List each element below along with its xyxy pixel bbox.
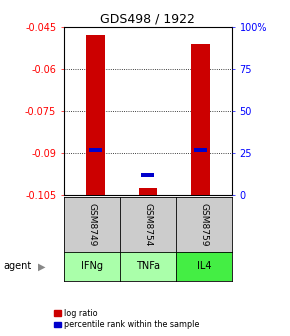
Bar	[194, 148, 207, 152]
Text: GSM8759: GSM8759	[200, 203, 209, 246]
Title: GDS498 / 1922: GDS498 / 1922	[100, 13, 195, 26]
Bar	[86, 35, 104, 195]
Text: IL4: IL4	[197, 261, 211, 271]
Legend: log ratio, percentile rank within the sample: log ratio, percentile rank within the sa…	[53, 308, 200, 330]
Bar	[191, 44, 210, 195]
Text: GSM8754: GSM8754	[143, 203, 153, 246]
Bar	[139, 188, 157, 195]
Text: TNFa: TNFa	[136, 261, 160, 271]
Text: GSM8749: GSM8749	[87, 203, 96, 246]
Bar	[141, 173, 155, 177]
Text: ▶: ▶	[38, 261, 45, 271]
Bar	[89, 148, 102, 152]
Text: IFNg: IFNg	[81, 261, 103, 271]
Text: agent: agent	[3, 261, 31, 271]
